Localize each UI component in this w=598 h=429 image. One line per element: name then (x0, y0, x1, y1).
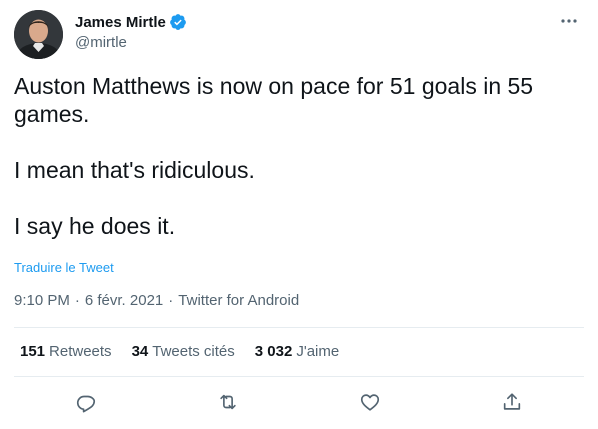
verified-badge-icon (169, 13, 187, 31)
more-horizontal-icon (561, 19, 577, 23)
quotes-label: Tweets cités (152, 343, 235, 360)
likes-count: 3 032 (254, 343, 293, 360)
tweet-source[interactable]: Twitter for Android (178, 292, 300, 309)
avatar-image (14, 10, 63, 59)
tweet-stats: 151 Retweets 34 Tweets cités 3 032 J'aim… (20, 343, 359, 360)
meta-separator: · (74, 292, 80, 309)
author-names: James Mirtle @mirtle (75, 12, 187, 51)
divider (14, 376, 584, 377)
more-options-button[interactable] (558, 12, 580, 30)
retweet-button[interactable] (216, 390, 240, 414)
display-name[interactable]: James Mirtle (75, 13, 166, 31)
reply-icon (76, 395, 96, 413)
retweet-icon (220, 394, 236, 410)
share-button[interactable] (500, 390, 524, 414)
tweet-actions (14, 390, 584, 414)
tweet-header: James Mirtle @mirtle (14, 8, 584, 59)
avatar[interactable] (14, 10, 63, 59)
quotes-count: 34 (131, 343, 149, 360)
retweets-label: Retweets (49, 343, 112, 360)
quotes-stat[interactable]: 34 Tweets cités (132, 343, 235, 360)
share-icon (503, 393, 521, 410)
heart-icon (360, 394, 380, 411)
meta-separator: · (168, 292, 174, 309)
retweets-stat[interactable]: 151 Retweets (20, 343, 112, 360)
likes-stat[interactable]: 3 032 J'aime (255, 343, 339, 360)
display-name-row: James Mirtle (75, 12, 187, 32)
divider (14, 327, 584, 328)
translate-tweet-link[interactable]: Traduire le Tweet (14, 260, 114, 275)
retweets-count: 151 (20, 343, 46, 360)
tweet-date[interactable]: 6 févr. 2021 (84, 292, 164, 309)
tweet-time[interactable]: 9:10 PM (14, 292, 70, 309)
tweet-meta: 9:10 PM · 6 févr. 2021 · Twitter for And… (14, 292, 299, 309)
tweet-text: Auston Matthews is now on pace for 51 go… (14, 73, 534, 239)
likes-label: J'aime (296, 343, 340, 360)
reply-button[interactable] (74, 390, 98, 414)
author-handle[interactable]: @mirtle (75, 34, 127, 51)
like-button[interactable] (358, 390, 382, 414)
